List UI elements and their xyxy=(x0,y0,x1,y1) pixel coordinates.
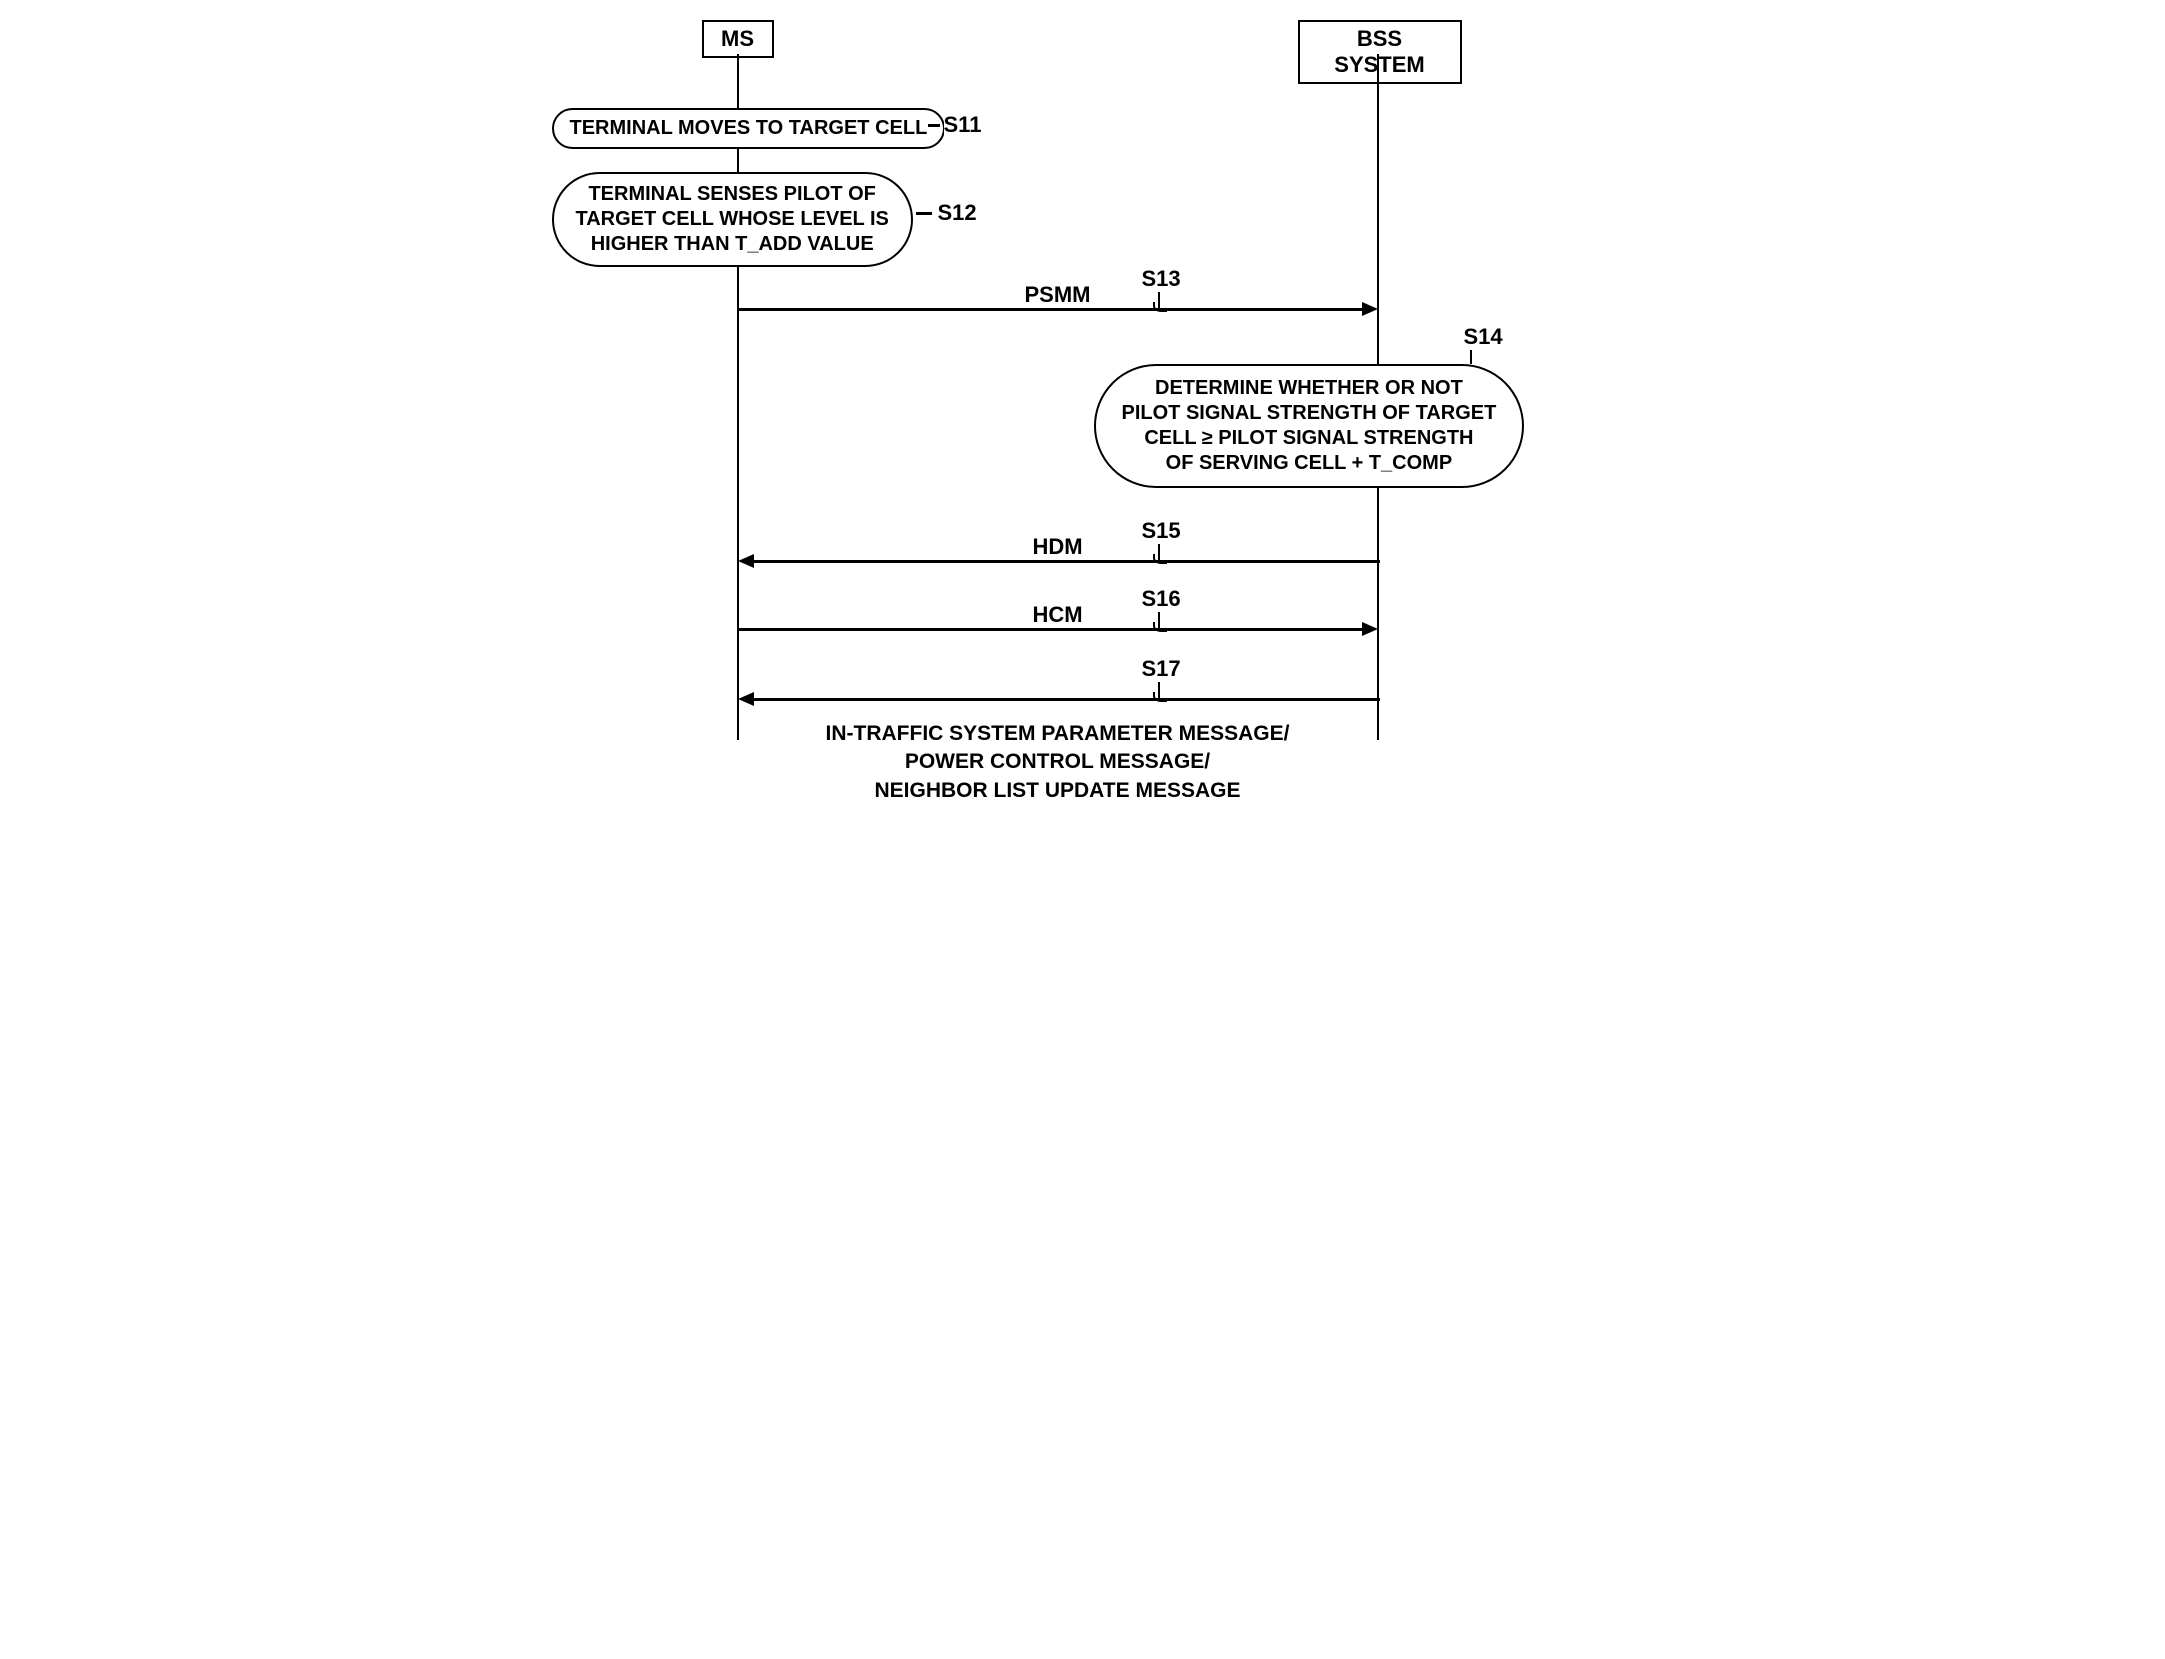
msg-s17-line xyxy=(754,698,1380,701)
msg-s15: HDM xyxy=(738,560,1378,600)
step-s11-label: S11 xyxy=(944,112,982,138)
step-s14-text-l2: PILOT SIGNAL STRENGTH OF TARGET xyxy=(1122,401,1497,426)
msg-s13-arrow xyxy=(1362,302,1378,316)
msg-s17-arrow xyxy=(738,692,754,706)
step-s12-bubble: TERMINAL SENSES PILOT OF TARGET CELL WHO… xyxy=(552,172,913,267)
step-s11-text: TERMINAL MOVES TO TARGET CELL xyxy=(570,117,928,139)
leader-s11 xyxy=(928,124,940,127)
msg-s16: HCM xyxy=(738,628,1378,668)
msg-s16-line xyxy=(738,628,1362,631)
msg-s15-text: HDM xyxy=(738,534,1378,560)
step-s16-label: S16 xyxy=(1142,586,1181,612)
step-s12-text-l1: TERMINAL SENSES PILOT OF xyxy=(576,182,889,207)
step-s14-text-l1: DETERMINE WHETHER OR NOT xyxy=(1122,376,1497,401)
step-s12-text-l2: TARGET CELL WHOSE LEVEL IS xyxy=(576,207,889,232)
bottom-l1: IN-TRAFFIC SYSTEM PARAMETER MESSAGE/ xyxy=(738,720,1378,748)
step-s14-text-l4: OF SERVING CELL + T_COMP xyxy=(1122,451,1497,476)
step-s13-label: S13 xyxy=(1142,266,1181,292)
bottom-l3: NEIGHBOR LIST UPDATE MESSAGE xyxy=(738,777,1378,805)
leader-s14 xyxy=(1470,350,1473,364)
actor-ms: MS xyxy=(702,20,774,58)
step-s12-label: S12 xyxy=(938,200,977,226)
step-s14-bubble: DETERMINE WHETHER OR NOT PILOT SIGNAL ST… xyxy=(1094,364,1525,488)
actor-bss: BSS SYSTEM xyxy=(1298,20,1462,84)
step-s17-label: S17 xyxy=(1142,656,1181,682)
sequence-diagram: MS BSS SYSTEM TERMINAL MOVES TO TARGET C… xyxy=(558,20,1608,840)
msg-s15-arrow xyxy=(738,554,754,568)
msg-s13-line xyxy=(738,308,1362,311)
bottom-l2: POWER CONTROL MESSAGE/ xyxy=(738,748,1378,776)
step-s15-label: S15 xyxy=(1142,518,1181,544)
bottom-text: IN-TRAFFIC SYSTEM PARAMETER MESSAGE/ POW… xyxy=(738,720,1378,805)
msg-s13: PSMM xyxy=(738,308,1378,348)
msg-s15-line xyxy=(754,560,1380,563)
step-s14-text-l3: CELL ≥ PILOT SIGNAL STRENGTH xyxy=(1122,426,1497,451)
actor-bss-label: BSS SYSTEM xyxy=(1334,26,1424,77)
step-s12-text-l3: HIGHER THAN T_ADD VALUE xyxy=(576,232,889,257)
msg-s16-arrow xyxy=(1362,622,1378,636)
actor-ms-label: MS xyxy=(721,26,754,51)
step-s11-bubble: TERMINAL MOVES TO TARGET CELL xyxy=(552,108,946,149)
step-s14-label: S14 xyxy=(1464,324,1503,350)
msg-s13-text: PSMM xyxy=(738,282,1378,308)
leader-s12 xyxy=(916,212,932,215)
msg-s16-text: HCM xyxy=(738,602,1378,628)
